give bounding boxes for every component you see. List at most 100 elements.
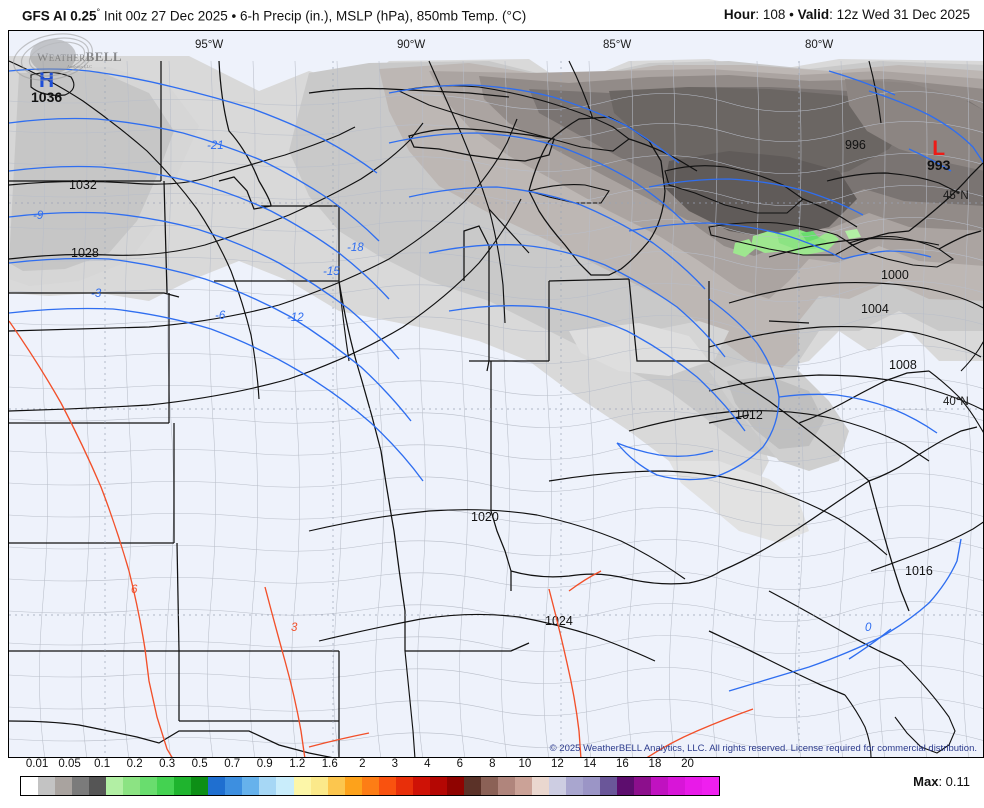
colorbar-swatch[interactable] — [531, 777, 549, 795]
valid-label: Valid — [797, 7, 830, 22]
colorbar-swatch[interactable] — [293, 777, 311, 795]
temp850-cold-contours — [9, 68, 983, 692]
colorbar-swatch[interactable] — [123, 777, 141, 795]
copyright-notice: © 2025 WeatherBELL Analytics, LLC. All r… — [549, 743, 977, 754]
colorbar-swatch[interactable] — [463, 777, 481, 795]
isobar-label-1032: 1032 — [69, 178, 97, 192]
colorbar-swatch[interactable] — [21, 777, 39, 795]
colorbar-swatch[interactable] — [242, 777, 260, 795]
degree-symbol: ° — [96, 7, 101, 17]
temp-label-minus18: -18 — [347, 242, 364, 254]
colorbar-swatch[interactable] — [497, 777, 515, 795]
isobar-label-1004: 1004 — [861, 302, 889, 316]
max-value-readout: Max: 0.11 — [913, 774, 970, 789]
colorbar-swatch[interactable] — [617, 777, 635, 795]
colorbar-swatch[interactable] — [157, 777, 175, 795]
colorbar-swatch[interactable] — [429, 777, 447, 795]
colorbar-swatch[interactable] — [378, 777, 396, 795]
lat-label-45n: 45°N — [943, 190, 969, 202]
colorbar-swatch[interactable] — [395, 777, 413, 795]
colorbar-swatch[interactable] — [685, 777, 703, 795]
temp850-warm-contours — [9, 320, 754, 757]
colorbar-swatch[interactable] — [566, 777, 584, 795]
colorbar-swatch[interactable] — [446, 777, 464, 795]
colorbar-swatch[interactable] — [259, 777, 277, 795]
colorbar-tick: 0.1 — [94, 758, 111, 770]
colorbar-swatch[interactable] — [140, 777, 158, 795]
high-value: 1036 — [31, 89, 63, 105]
isobar-label-1000: 1000 — [881, 268, 909, 282]
colorbar-tick-labels: 0.01 0.05 0.1 0.2 0.3 0.5 0.7 0.9 1.2 1.6 2 3 4 6 8 10 1… — [20, 758, 720, 775]
colorbar-swatch[interactable] — [72, 777, 90, 795]
colorbar-swatch[interactable] — [310, 777, 328, 795]
colorbar-swatch[interactable] — [55, 777, 73, 795]
colorbar-tick: 20 — [681, 758, 694, 770]
colorbar-tick: 16 — [616, 758, 629, 770]
colorbar-swatch[interactable] — [191, 777, 209, 795]
colorbar-swatch[interactable] — [514, 777, 532, 795]
page-title: GFS AI 0.25° Init 00z 27 Dec 2025 • 6-h … — [22, 7, 526, 24]
hour-label: Hour — [723, 7, 756, 22]
isobar-label-996: 996 — [845, 138, 866, 152]
isobar-label-1020: 1020 — [471, 510, 499, 524]
isobar-label-1016: 1016 — [905, 564, 933, 578]
colorbar-tick: 12 — [550, 758, 564, 770]
state-boundaries — [9, 60, 983, 757]
temp-label-6: 6 — [131, 584, 138, 596]
header-bar: GFS AI 0.25° Init 00z 27 Dec 2025 • 6-h … — [0, 0, 984, 30]
temp-label-minus21: -21 — [207, 140, 224, 152]
isobar-label-1028: 1028 — [71, 246, 99, 260]
colorbar-swatch[interactable] — [548, 777, 566, 795]
precip-green-layer — [733, 229, 861, 257]
colorbar-swatch[interactable] — [89, 777, 107, 795]
svg-text:Analytics LLC: Analytics LLC — [67, 64, 92, 69]
colorbar-tick: 0.01 — [25, 758, 49, 770]
colorbar-tick: 6 — [456, 758, 464, 770]
colorbar-tick: 0.7 — [224, 758, 241, 770]
colorbar-swatch[interactable] — [702, 777, 720, 795]
colorbar-swatch[interactable] — [600, 777, 618, 795]
lon-label-90w: 90°W — [397, 39, 425, 51]
lat-label-40n: 40°N — [943, 396, 969, 408]
colorbar-swatch[interactable] — [276, 777, 294, 795]
colorbar-swatch[interactable] — [106, 777, 124, 795]
isobar-label-1012: 1012 — [735, 408, 763, 422]
weather-map[interactable]: 1032 1028 1024 1020 1016 1012 1008 1004 … — [8, 30, 984, 758]
colorbar-tick: 1.6 — [321, 758, 338, 770]
temp-label-minus9: -9 — [33, 210, 44, 222]
isobar-label-1024: 1024 — [545, 614, 573, 628]
colorbar-swatch[interactable] — [327, 777, 345, 795]
colorbar-swatch[interactable] — [344, 777, 362, 795]
colorbar-tick: 0.05 — [58, 758, 81, 770]
colorbar-swatch[interactable] — [634, 777, 652, 795]
colorbar-tick: 0.5 — [191, 758, 208, 770]
colorbar-swatch[interactable] — [225, 777, 243, 795]
isobar-labels: 1032 1028 1024 1020 1016 1012 1008 1004 … — [69, 138, 933, 628]
colorbar-swatch[interactable] — [480, 777, 498, 795]
low-value: 993 — [927, 157, 951, 173]
hour-value: : 108 • — [755, 7, 798, 22]
temp-label-minus15: -15 — [323, 266, 340, 278]
precip-shading-layer — [9, 56, 983, 543]
colorbar-tick: 2 — [359, 758, 366, 770]
colorbar-tick: 14 — [583, 758, 597, 770]
mslp-isobars — [9, 60, 983, 757]
colorbar-swatch[interactable] — [412, 777, 430, 795]
colorbar-swatch[interactable] — [174, 777, 192, 795]
colorbar-swatch[interactable] — [583, 777, 601, 795]
model-name: GFS AI 0.25 — [22, 8, 97, 24]
isobar-label-1008: 1008 — [889, 358, 917, 372]
colorbar-swatch[interactable] — [38, 777, 56, 795]
colorbar-swatch[interactable] — [361, 777, 379, 795]
temp-label-zero: 0 — [865, 622, 872, 634]
colorbar-legend: 0.01 0.05 0.1 0.2 0.3 0.5 0.7 0.9 1.2 1.6 2 3 4 6 8 10 1… — [0, 758, 984, 808]
colorbar-swatch[interactable] — [668, 777, 686, 795]
lon-label-85w: 85°W — [603, 39, 631, 51]
colorbar-tick: 10 — [518, 758, 532, 770]
colorbar-tick: 3 — [391, 758, 398, 770]
colorbar-swatch[interactable] — [651, 777, 669, 795]
colorbar-tick: 4 — [424, 758, 431, 770]
graticule-labels: 95°W 90°W 85°W 80°W 45°N 40°N — [195, 39, 969, 408]
colorbar-swatches[interactable] — [20, 776, 720, 796]
colorbar-swatch[interactable] — [208, 777, 226, 795]
